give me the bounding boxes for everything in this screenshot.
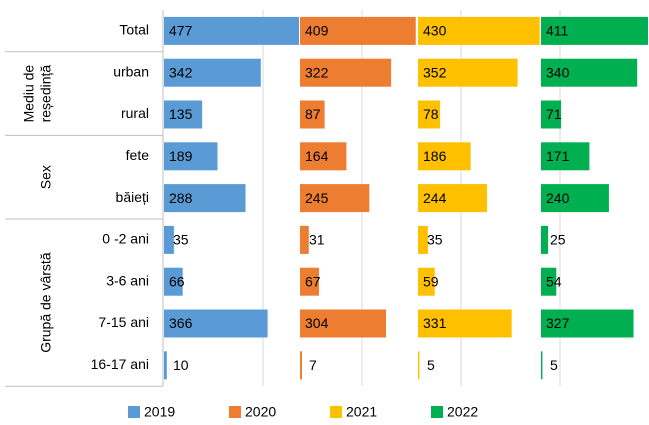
value-label: 331: [423, 315, 447, 331]
bar: [164, 184, 246, 213]
value-label: 322: [305, 64, 329, 80]
value-label: 7: [309, 357, 317, 373]
value-label: 171: [546, 148, 570, 164]
value-label: 35: [173, 232, 189, 248]
bar: [164, 267, 183, 296]
value-label: 5: [427, 357, 435, 373]
value-label: 477: [169, 23, 193, 39]
value-label: 244: [423, 190, 447, 206]
bar: [300, 225, 309, 254]
group-label: Sex: [38, 165, 54, 189]
legend-swatch: [229, 406, 241, 418]
value-label: 31: [309, 232, 325, 248]
value-label: 67: [305, 273, 321, 289]
bar: [418, 58, 518, 87]
bar: [541, 100, 562, 129]
value-label: 135: [169, 106, 193, 122]
group-label: Grupă de vârstă: [38, 252, 54, 353]
category-label: Total: [119, 22, 149, 38]
value-label: 189: [169, 148, 193, 164]
legend-label: 2022: [447, 404, 478, 420]
bar: [164, 351, 167, 380]
legend-label: 2020: [245, 404, 276, 420]
bar: [541, 267, 557, 296]
value-label: 304: [305, 315, 329, 331]
value-label: 186: [423, 148, 447, 164]
category-label: urban: [113, 63, 149, 79]
bar: [164, 100, 203, 129]
value-label: 78: [423, 106, 439, 122]
category-label: băieți: [116, 189, 149, 205]
bar: [300, 309, 387, 338]
value-label: 87: [305, 106, 321, 122]
bar: [164, 142, 218, 171]
bar: [418, 267, 435, 296]
value-label: 10: [173, 357, 189, 373]
bar: [418, 184, 488, 213]
category-label: 16-17 ani: [91, 356, 149, 372]
bar: [418, 100, 441, 129]
group-label: Mediu de: [21, 65, 37, 123]
value-label: 288: [169, 190, 193, 206]
value-label: 54: [546, 273, 562, 289]
bar: [164, 16, 299, 45]
plot-area: 477 342 135 189 288 35 66 366 10 409 322 87 164 245 31…: [164, 16, 648, 380]
value-label: 366: [169, 315, 193, 331]
category-label: fete: [126, 147, 150, 163]
bar: [541, 58, 638, 87]
value-label: 411: [546, 23, 569, 39]
value-label: 352: [423, 64, 447, 80]
value-label: 327: [546, 315, 570, 331]
legend-swatch: [431, 406, 443, 418]
bar: [418, 225, 428, 254]
bar: [541, 351, 543, 380]
category-label: 0 -2 ani: [102, 231, 149, 247]
value-label: 35: [427, 232, 443, 248]
bar: [418, 16, 540, 45]
bar: [541, 184, 609, 213]
legend-swatch: [128, 406, 140, 418]
bar: [300, 142, 347, 171]
bar: [164, 225, 174, 254]
value-label: 25: [550, 232, 566, 248]
value-label: 5: [550, 357, 558, 373]
group-label: reședință: [38, 65, 54, 123]
value-label: 66: [169, 273, 185, 289]
bar: [164, 58, 261, 87]
bar: [164, 309, 268, 338]
value-label: 340: [546, 64, 570, 80]
bar: [300, 351, 302, 380]
bar: [300, 16, 416, 45]
legend-swatch: [330, 406, 342, 418]
bar: [300, 267, 319, 296]
bar: [541, 309, 634, 338]
category-label: rural: [121, 105, 149, 121]
bar: [541, 142, 590, 171]
value-label: 430: [423, 23, 447, 39]
bar: [541, 16, 648, 45]
value-label: 71: [546, 106, 562, 122]
bar: [300, 100, 325, 129]
value-label: 59: [423, 273, 439, 289]
value-label: 342: [169, 64, 193, 80]
value-label: 409: [305, 23, 329, 39]
bar: [541, 225, 549, 254]
value-label: 245: [305, 190, 329, 206]
bar: [418, 351, 420, 380]
value-label: 240: [546, 190, 570, 206]
value-label: 164: [305, 148, 329, 164]
legend-label: 2019: [144, 404, 175, 420]
bar: [300, 184, 370, 213]
legend-label: 2021: [346, 404, 377, 420]
bar: [300, 58, 392, 87]
bar: [418, 142, 471, 171]
bar: [418, 309, 512, 338]
category-label: 7-15 ani: [98, 314, 149, 330]
category-label: 3-6 ani: [106, 272, 149, 288]
